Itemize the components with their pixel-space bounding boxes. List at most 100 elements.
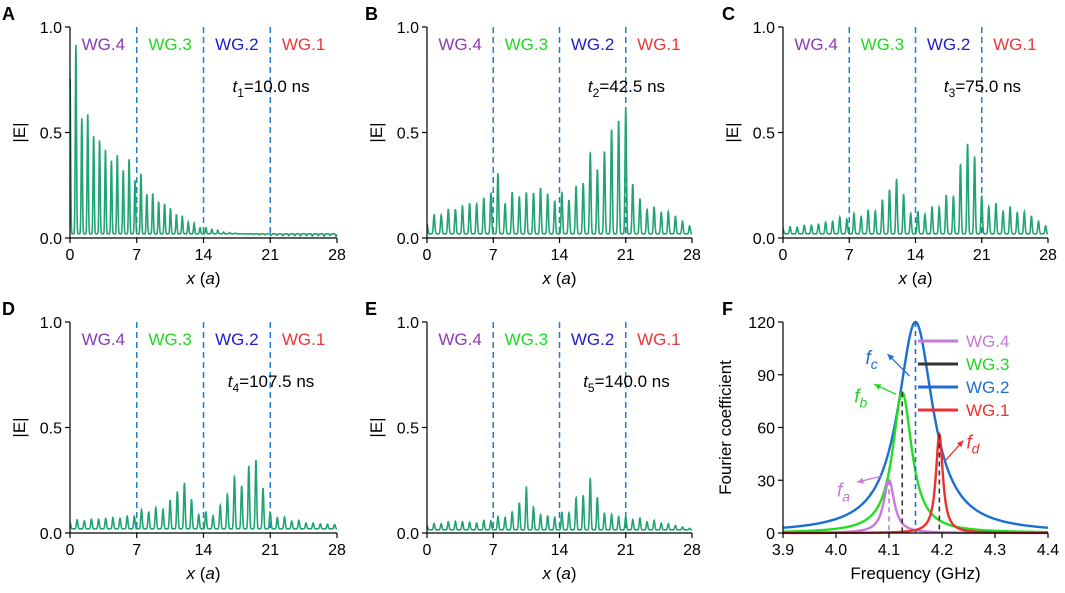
annotation-fa: fa (837, 480, 850, 504)
x-axis-paren-open: ( (551, 269, 562, 288)
time-sub: 2 (593, 86, 600, 100)
y-axis-label: |E| (367, 417, 386, 437)
legend-label: WG.2 (966, 378, 1009, 397)
panel-e: E 0 7 14 21 28 0.0 0.5 1.0 |E| x (a) WG.4 WG.3 WG.2 WG… (365, 299, 701, 583)
panel-letter: D (2, 299, 15, 319)
x-axis-var: x (185, 269, 195, 288)
x-tick-label: 0 (423, 247, 432, 264)
time-value: =140.0 ns (595, 372, 670, 391)
annotation-var: f (866, 348, 873, 369)
y-axis-label: |E| (367, 122, 386, 142)
region-label-wg3: WG.3 (861, 35, 904, 54)
x-axis-paren-open: ( (551, 564, 562, 583)
x-axis-paren-open: ( (195, 564, 206, 583)
x-tick-label: 14 (195, 542, 213, 559)
annotation-arrowhead (887, 354, 895, 361)
x-axis-var: x (897, 269, 907, 288)
x-tick-label: 4.0 (825, 542, 847, 559)
annotation-var: f (966, 433, 973, 454)
region-label-wg2: WG.2 (215, 330, 258, 349)
y-tick-label: 60 (757, 421, 775, 438)
field-curve (426, 477, 692, 531)
x-tick-label: 7 (132, 247, 141, 264)
annotation-sub: a (842, 488, 850, 504)
x-tick-label: 21 (617, 247, 635, 264)
y-tick-label: 0.5 (397, 126, 419, 143)
region-label-wg3: WG.3 (505, 330, 548, 349)
time-sub: 5 (588, 381, 595, 395)
x-axis-label: x (a) (897, 269, 932, 288)
x-tick-label: 0 (66, 247, 75, 264)
x-axis-var: x (185, 564, 195, 583)
x-axis-label: x (a) (185, 564, 220, 583)
x-tick-label: 7 (489, 542, 498, 559)
annotation-arrowhead (874, 384, 882, 390)
panel-letter: C (722, 4, 735, 24)
y-tick-label: 1.0 (753, 20, 775, 37)
time-var: t (588, 77, 594, 96)
x-tick-label: 21 (261, 542, 279, 559)
y-tick-label: 1.0 (397, 20, 419, 37)
panel-letter: E (365, 299, 377, 319)
region-label-wg3: WG.3 (148, 330, 191, 349)
x-axis-label: x (a) (541, 564, 576, 583)
time-var: t (232, 77, 238, 96)
y-axis-label: Fourier coefficient (716, 360, 735, 495)
time-sub: 1 (237, 86, 244, 100)
x-axis-label: x (a) (185, 269, 220, 288)
x-tick-label: 0 (66, 542, 75, 559)
x-axis-paren-close: ) (215, 269, 221, 288)
time-value: =10.0 ns (244, 77, 310, 96)
x-tick-label: 21 (617, 542, 635, 559)
panel-f: F 3.9 4.0 4.1 4.2 4.3 4.4 0 30 60 90 120 Frequency (… (716, 299, 1059, 583)
annotation-var: f (854, 386, 861, 407)
region-label-wg1: WG.1 (282, 35, 325, 54)
x-axis-paren-close: ) (927, 269, 933, 288)
x-tick-label: 14 (551, 247, 569, 264)
x-tick-label: 4.2 (931, 542, 953, 559)
x-axis-var: x (541, 269, 551, 288)
x-axis-unit: a (561, 564, 570, 583)
y-tick-label: 1.0 (397, 315, 419, 332)
y-tick-label: 0.0 (40, 231, 62, 248)
region-label-wg1: WG.1 (637, 35, 680, 54)
x-tick-label: 28 (328, 247, 346, 264)
legend-label: WG.4 (966, 332, 1009, 351)
panel-c: C 0 7 14 21 28 0.0 0.5 1.0 |E| x (a) WG.4 WG.3 WG.2 WG… (722, 4, 1057, 288)
y-tick-label: 0.0 (397, 526, 419, 543)
time-label: t3=75.0 ns (944, 77, 1021, 100)
region-label-wg4: WG.4 (794, 35, 837, 54)
panel-a: A 0 7 14 21 28 0.0 0.5 1.0 |E| x (a) WG.4 WG.3 WG.2 WG… (2, 4, 346, 288)
legend-label: WG.1 (966, 401, 1009, 420)
time-value: =107.5 ns (239, 372, 314, 391)
annotation-fd: fd (966, 433, 980, 457)
y-axis-label: |E| (10, 122, 29, 142)
time-var: t (228, 372, 234, 391)
region-label-wg4: WG.4 (82, 330, 125, 349)
y-tick-label: 0.5 (753, 126, 775, 143)
y-tick-label: 0.0 (397, 231, 419, 248)
y-axis-label: |E| (10, 417, 29, 437)
region-label-wg3: WG.3 (505, 35, 548, 54)
region-label-wg2: WG.2 (571, 35, 614, 54)
x-tick-label: 28 (328, 542, 346, 559)
spectrum-curve-wg3 (782, 391, 1049, 534)
field-curve (782, 143, 1049, 235)
time-value: =42.5 ns (599, 77, 665, 96)
time-label: t5=140.0 ns (583, 372, 670, 395)
annotation-var: f (837, 480, 844, 501)
time-var: t (944, 77, 950, 96)
panel-b: B 0 7 14 21 28 0.0 0.5 1.0 |E| x (a) WG.4 WG.3 WG.2 WG… (365, 4, 701, 288)
time-value: =75.0 ns (955, 77, 1021, 96)
x-tick-label: 0 (423, 542, 432, 559)
annotation-sub: d (972, 441, 981, 457)
panel-letter: F (722, 299, 733, 319)
field-curve (69, 44, 338, 238)
y-tick-label: 0.0 (753, 231, 775, 248)
y-tick-label: 0.5 (40, 126, 62, 143)
time-sub: 3 (949, 86, 956, 100)
x-tick-label: 14 (907, 247, 925, 264)
x-tick-label: 14 (551, 542, 569, 559)
y-tick-label: 0.5 (397, 421, 419, 438)
y-tick-label: 0 (766, 526, 775, 543)
